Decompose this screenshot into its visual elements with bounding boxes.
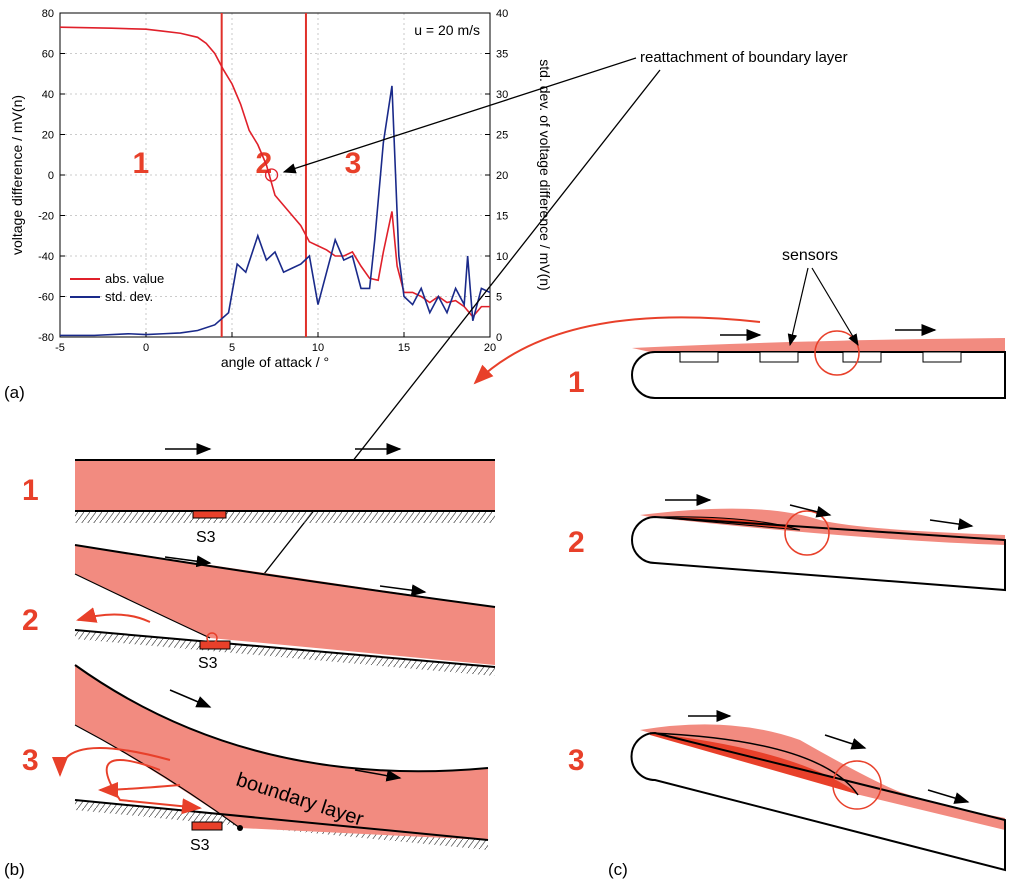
y2-tick-label: 30 xyxy=(496,89,508,101)
y-tick-label: -60 xyxy=(38,292,54,304)
sensors-label: sensors xyxy=(782,247,838,264)
y2-tick-label: 40 xyxy=(496,8,508,20)
x-tick-label: 0 xyxy=(143,342,149,354)
plot-frame xyxy=(59,12,491,338)
legend-label: std. dev. xyxy=(105,289,153,304)
y2-tick-label: 20 xyxy=(496,170,508,182)
y2-tick-label: 5 xyxy=(496,292,502,304)
y-tick-label: 40 xyxy=(42,89,54,101)
y-tick-label: -40 xyxy=(38,251,54,263)
x-tick-label: 5 xyxy=(229,342,235,354)
state-label: 3 xyxy=(568,744,585,777)
y-tick-label: 0 xyxy=(48,170,54,182)
legend-label: abs. value xyxy=(105,271,164,286)
sensor-label: S3 xyxy=(198,655,218,672)
callout-arrow xyxy=(282,57,637,174)
y2-tick-label: 25 xyxy=(496,130,508,142)
y-tick-label: -20 xyxy=(38,211,54,223)
y-axis-label: voltage difference / mV(n) xyxy=(9,95,25,255)
x-tick-label: 10 xyxy=(312,342,324,354)
y2-tick-label: 15 xyxy=(496,211,508,223)
y-tick-label: -80 xyxy=(38,332,54,344)
series-line xyxy=(60,85,491,337)
panel-label: (b) xyxy=(4,860,25,879)
callout-arrow xyxy=(215,69,661,637)
x-tick-label: -5 xyxy=(55,342,65,354)
sensor-label: S3 xyxy=(196,529,216,546)
state-label: 1 xyxy=(568,366,585,399)
panel-b: 1 S3 2 S3 3 S3 boundary layer xyxy=(22,443,496,854)
y-tick-label: 20 xyxy=(42,130,54,142)
x-tick-label: 20 xyxy=(484,342,496,354)
y2-tick-label: 0 xyxy=(496,332,502,344)
y-tick-label: 80 xyxy=(42,8,54,20)
panel-label: (a) xyxy=(4,383,25,402)
marked-point xyxy=(264,168,279,182)
state-label: 3 xyxy=(22,744,39,777)
region-label: 1 xyxy=(132,147,149,180)
panel-label: (c) xyxy=(608,860,628,879)
y2-tick-label: 35 xyxy=(496,49,508,61)
x-axis-label: angle of attack / ° xyxy=(221,354,329,370)
x-tick-label: 15 xyxy=(398,342,410,354)
callout: reattachment of boundary layer xyxy=(640,49,848,66)
annotation: u = 20 m/s xyxy=(414,22,480,38)
y2-tick-label: 10 xyxy=(496,251,508,263)
panel-c: sensors 1 2 3 xyxy=(473,247,1006,872)
chart: -5 0 5 10 15 20-80-60-40-20020406080051015202… xyxy=(9,8,553,370)
state-label: 2 xyxy=(22,604,39,637)
state-label: 2 xyxy=(568,526,585,559)
sensor-label: S3 xyxy=(190,837,210,854)
y2-axis-label: std. dev. of voltage difference / mV(n) xyxy=(537,59,553,290)
region-label: 3 xyxy=(345,147,362,180)
state-label: 1 xyxy=(22,474,39,507)
y-tick-label: 60 xyxy=(42,49,54,61)
